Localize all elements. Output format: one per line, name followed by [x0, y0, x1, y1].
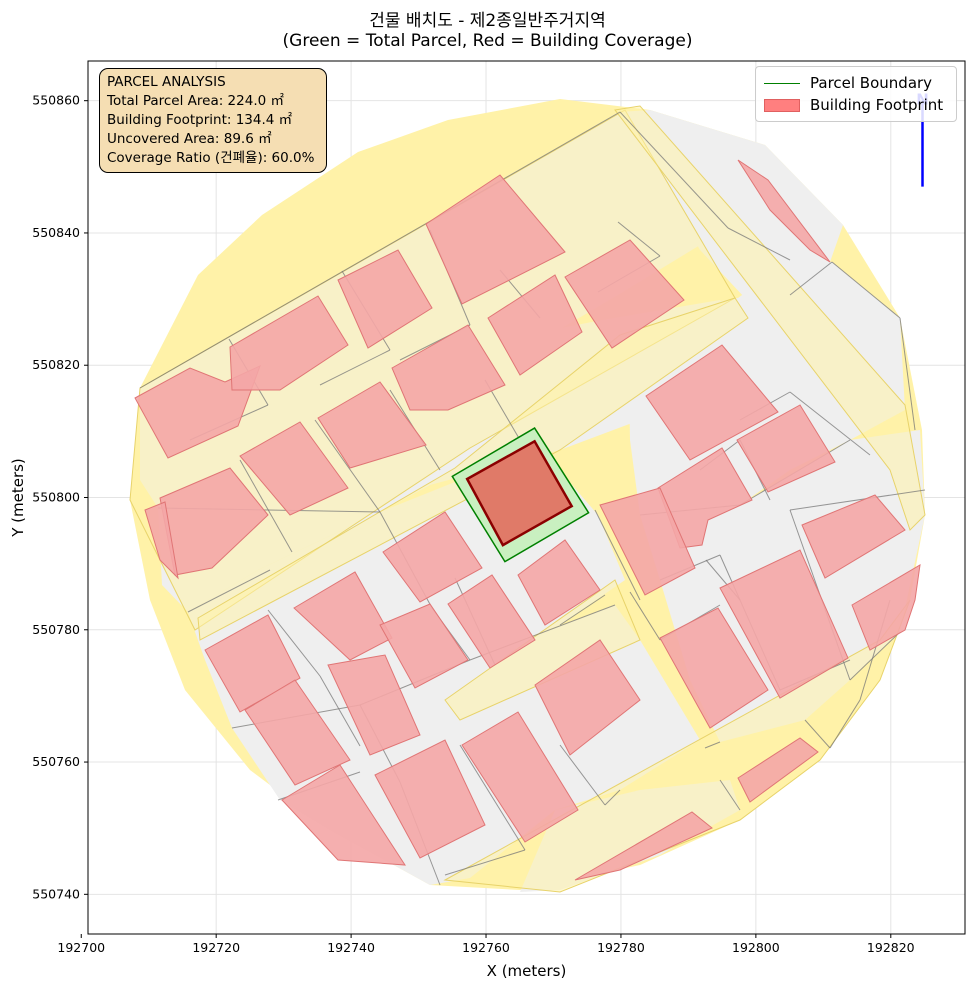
x-tick-label: 192760 — [462, 940, 510, 955]
parcel-line — [444, 849, 526, 876]
building — [327, 654, 421, 756]
parcel-analysis-box: PARCEL ANALYSIS Total Parcel Area: 224.0… — [99, 68, 327, 173]
y-tick-label: 550860 — [32, 93, 80, 108]
x-tick-label: 192800 — [732, 940, 780, 955]
building — [374, 739, 486, 859]
y-axis-label: Y (meters) — [9, 458, 27, 538]
parcel-line — [829, 699, 861, 749]
parcel-line — [719, 779, 741, 811]
parcel-line — [899, 317, 916, 431]
building — [736, 404, 836, 493]
parcel-line — [849, 631, 901, 681]
parcel-line — [789, 261, 833, 296]
legend-item-parcel-boundary: Parcel Boundary — [764, 73, 932, 93]
legend-label-parcel-boundary: Parcel Boundary — [810, 74, 933, 92]
y-tick-label: 550800 — [32, 490, 80, 505]
building-footprint-text: Building Footprint: 134.4 ㎡ — [107, 112, 293, 128]
building — [425, 174, 566, 305]
building — [574, 811, 713, 881]
road — [444, 579, 641, 721]
building — [281, 764, 406, 866]
building — [229, 295, 349, 391]
parcel-line — [559, 594, 606, 626]
chart-subtitle: (Green = Total Parcel, Red = Building Co… — [282, 31, 693, 51]
parcel-line — [727, 227, 791, 261]
legend-line-swatch — [764, 82, 800, 84]
legend-patch-swatch — [764, 98, 800, 112]
x-tick-label: 192820 — [867, 940, 915, 955]
building — [461, 711, 579, 843]
building — [244, 679, 351, 786]
building — [737, 159, 831, 263]
y-tick-label: 550840 — [32, 225, 80, 240]
building — [659, 607, 769, 729]
road — [614, 105, 926, 531]
building — [391, 324, 506, 411]
total-parcel-area-text: Total Parcel Area: 224.0 ㎡ — [107, 93, 284, 109]
y-tick-label: 550760 — [32, 754, 80, 769]
building — [382, 511, 483, 603]
plot-area: N — [88, 61, 965, 934]
parcel-line — [314, 419, 381, 513]
building — [534, 639, 641, 756]
building — [144, 501, 179, 580]
parcel-line — [604, 789, 621, 806]
parcel-line — [267, 609, 321, 677]
parcel-line — [617, 221, 661, 257]
building — [204, 614, 301, 713]
parcel-line — [319, 349, 391, 386]
parcel-line — [804, 719, 831, 749]
y-tick-label: 550820 — [32, 357, 80, 372]
x-axis-label: X (meters) — [487, 962, 567, 980]
parcel-line — [239, 459, 293, 553]
x-tick-label: 192780 — [597, 940, 645, 955]
building — [487, 274, 583, 376]
legend-item-building-footprint: Building Footprint — [764, 95, 943, 115]
parcel-line — [831, 261, 901, 319]
parcel-line — [139, 111, 621, 389]
coverage-ratio-text: Coverage Ratio (건폐율): 60.0% — [107, 150, 315, 166]
building — [447, 574, 536, 669]
parcel-line — [187, 569, 271, 613]
building — [719, 549, 849, 699]
parcel-line — [704, 741, 721, 749]
y-tick-label: 550780 — [32, 622, 80, 637]
building — [239, 421, 349, 516]
chart-title: 건물 배치도 - 제2종일반주거지역 — [369, 11, 606, 31]
building — [379, 603, 469, 689]
parcel-line — [459, 744, 526, 851]
parcel-analysis-heading: PARCEL ANALYSIS — [107, 74, 226, 90]
building — [851, 564, 921, 651]
parcel-line — [559, 744, 606, 806]
parcel-line — [789, 489, 926, 511]
building — [517, 539, 601, 626]
building — [599, 487, 696, 596]
legend-label-building-footprint: Building Footprint — [810, 96, 944, 114]
axes: 192700 192720 192740 192760 192780 192800 1928… — [9, 60, 966, 980]
x-tick-label: 192700 — [57, 940, 105, 955]
parcel-line — [789, 391, 871, 456]
parcel-line — [629, 591, 661, 641]
building — [337, 249, 433, 349]
parcel-line — [319, 675, 361, 747]
target-building — [465, 439, 574, 547]
building — [645, 344, 779, 461]
uncovered-area-text: Uncovered Area: 89.6 ㎡ — [107, 131, 272, 147]
building — [564, 239, 685, 349]
x-tick-label: 192720 — [192, 940, 240, 955]
parcel-line — [594, 509, 641, 601]
y-tick-label: 550740 — [32, 886, 80, 901]
building — [801, 494, 906, 579]
building — [317, 381, 427, 469]
legend: Parcel Boundary Building Footprint — [755, 66, 957, 122]
x-tick-label: 192740 — [327, 940, 375, 955]
parcel-line — [619, 111, 729, 229]
building — [737, 737, 819, 803]
